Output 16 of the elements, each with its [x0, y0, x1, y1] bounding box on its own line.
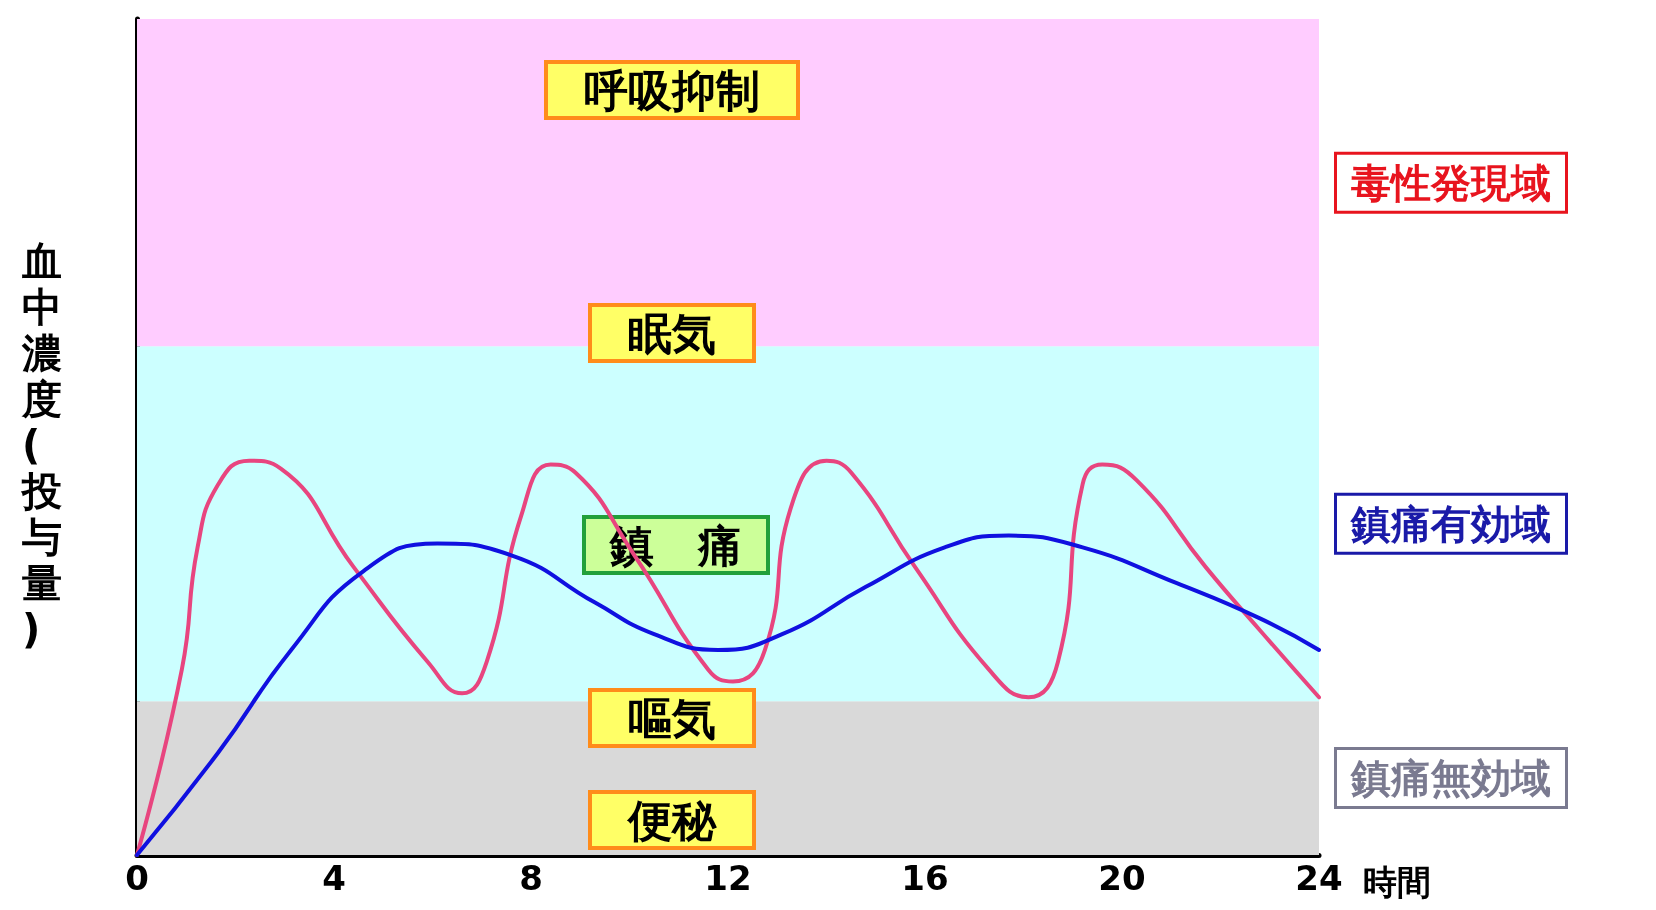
x-tick-label: 20	[1098, 858, 1146, 898]
band-label: 鎮痛有効域	[1350, 500, 1551, 547]
x-tick-label: 24	[1295, 858, 1343, 898]
x-tick-label: 12	[704, 858, 752, 898]
text: 血中濃度(投与量)	[22, 238, 62, 652]
text: 呼吸抑制	[584, 64, 760, 116]
x-tick-label: 4	[322, 858, 346, 898]
band-label: 鎮痛無効域	[1350, 755, 1551, 802]
x-tick-label: 16	[901, 858, 949, 898]
annotation: 便秘	[626, 794, 717, 846]
x-tick-label: 0	[125, 858, 149, 898]
x-axis-title: 時間	[1363, 862, 1431, 902]
band-label: 毒性発現域	[1351, 159, 1551, 206]
text: 眠気	[628, 307, 716, 359]
annotation: 嘔気	[628, 692, 716, 744]
x-tick-label: 8	[519, 858, 543, 898]
